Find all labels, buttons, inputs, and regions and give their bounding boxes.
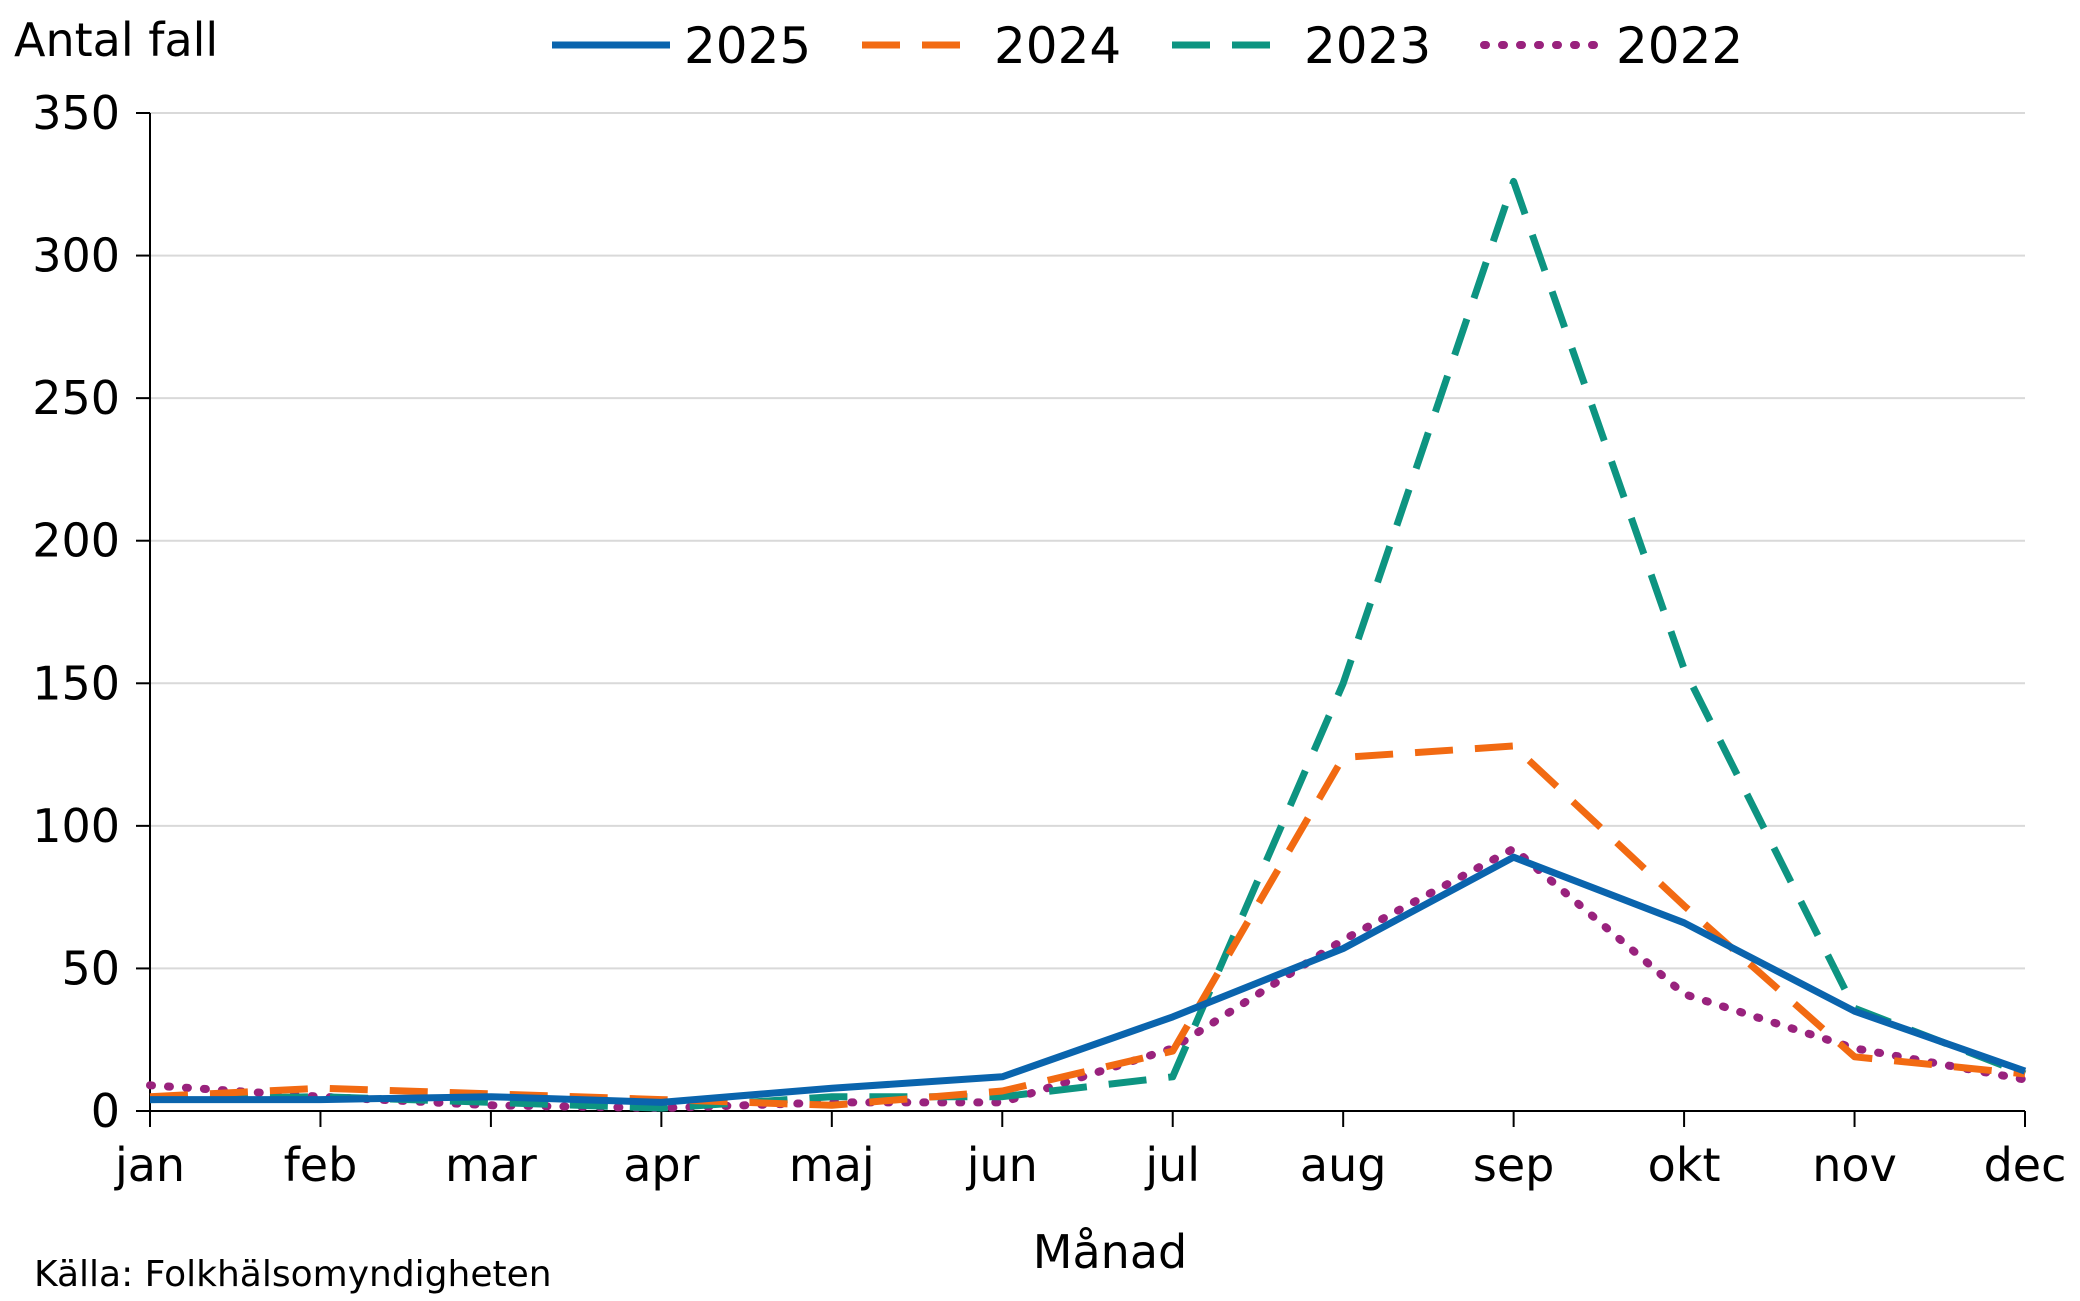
y-tick-label-200: 200	[32, 514, 120, 568]
x-tick-label-jul: jul	[1144, 1138, 1200, 1192]
legend-label-2024: 2024	[994, 17, 1121, 75]
series-line-2023	[149, 177, 2027, 1112]
y-tick-label-150: 150	[32, 656, 120, 710]
y-tick-label-0: 0	[91, 1084, 120, 1138]
y-tick-labels: 0 50 100 150 200 250 300 350	[32, 86, 120, 1138]
y-tick-label-300: 300	[32, 229, 120, 283]
gridlines	[150, 112, 2025, 970]
y-tick-label-100: 100	[32, 799, 120, 853]
x-tick-label-aug: aug	[1300, 1138, 1387, 1192]
y-tick-label-350: 350	[32, 86, 120, 140]
legend-label-2022: 2022	[1616, 17, 1743, 75]
series-lines	[146, 177, 2029, 1113]
legend-label-2025: 2025	[684, 17, 811, 75]
x-tick-labels: jan feb mar apr maj jun jul aug sep okt nov dec	[114, 1138, 2066, 1192]
series-line-2024	[149, 742, 2026, 1109]
x-tick-label-mar: mar	[445, 1138, 537, 1192]
x-tick-label-apr: apr	[623, 1138, 699, 1192]
y-axis-title: Antal fall	[14, 13, 218, 67]
y-tick-label-50: 50	[61, 941, 120, 995]
x-tick-label-feb: feb	[284, 1138, 358, 1192]
x-tick-label-okt: okt	[1648, 1138, 1721, 1192]
x-tick-label-dec: dec	[1984, 1138, 2067, 1192]
x-tick-label-jun: jun	[966, 1138, 1038, 1192]
x-tick-label-nov: nov	[1812, 1138, 1897, 1192]
axes	[136, 112, 2026, 1127]
x-tick-label-maj: maj	[789, 1138, 875, 1192]
y-tick-label-250: 250	[32, 371, 120, 425]
series-line-2022	[146, 844, 2029, 1113]
x-tick-label-sep: sep	[1473, 1138, 1554, 1192]
x-tick-label-jan: jan	[114, 1138, 185, 1192]
x-axis-title: Månad	[1033, 1225, 1187, 1279]
legend: 2025 2024 2023 2022	[552, 17, 1743, 75]
legend-label-2023: 2023	[1304, 17, 1431, 75]
source-note: Källa: Folkhälsomyndigheten	[34, 1254, 552, 1295]
series-line-2025	[150, 853, 2027, 1106]
